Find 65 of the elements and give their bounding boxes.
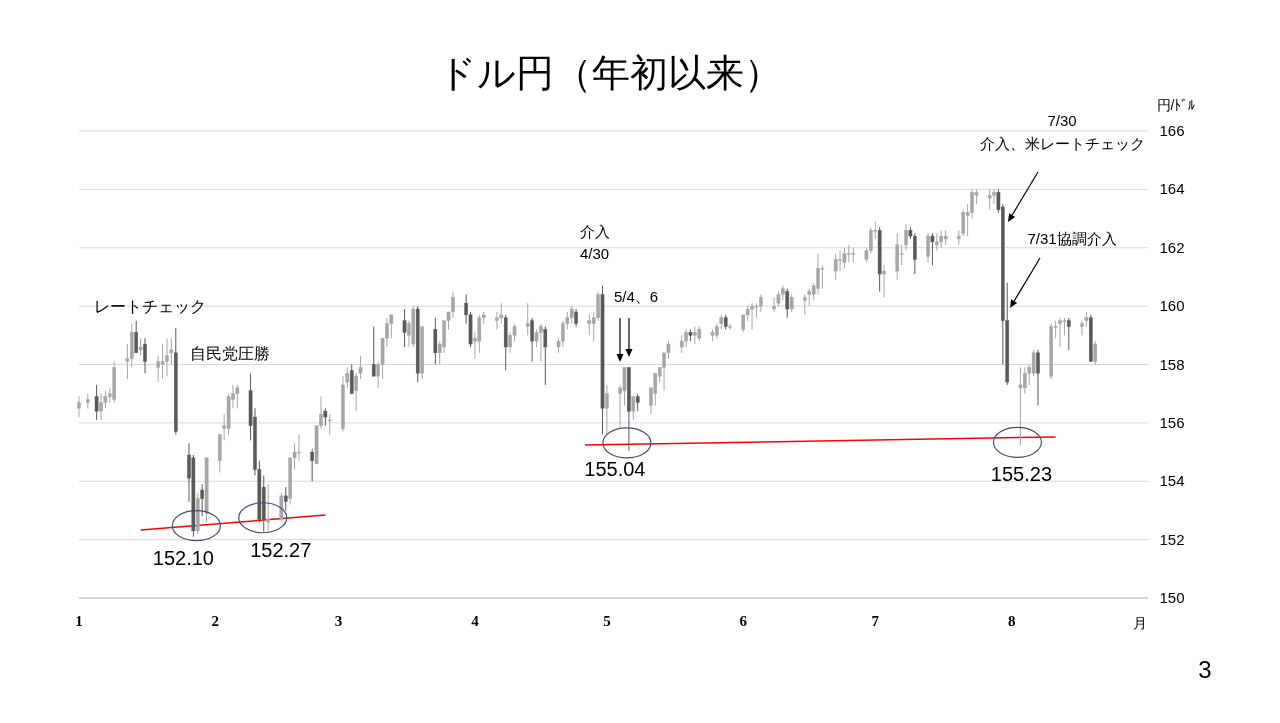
y-tick-label: 164 — [1159, 180, 1185, 198]
candlestick — [803, 293, 807, 316]
candlestick — [820, 264, 825, 290]
candlestick — [728, 323, 732, 330]
candlestick — [605, 384, 609, 436]
candlestick — [94, 384, 99, 421]
y-tick-label: 162 — [1159, 238, 1185, 256]
annotation: 介入 4/30 — [579, 222, 610, 262]
candlestick — [987, 188, 992, 211]
y-tick-label: 156 — [1159, 413, 1185, 431]
y-axis-title: 円/ﾄﾞﾙ — [1156, 97, 1196, 113]
x-tick-label: 2 — [211, 613, 220, 629]
candlestick — [961, 209, 966, 237]
candlestick — [143, 337, 147, 374]
x-tick-label: 6 — [739, 613, 748, 629]
candlestick — [283, 486, 288, 511]
candlestick — [930, 232, 935, 266]
candlestick — [631, 396, 636, 421]
candlestick — [310, 448, 314, 482]
candlestick — [587, 314, 592, 336]
text: 3 — [1198, 656, 1212, 683]
candlestick — [200, 483, 204, 517]
candlestick — [1067, 317, 1071, 351]
candlestick — [77, 396, 81, 418]
annotation: 7/31協調介入 — [1027, 230, 1117, 247]
candlestick — [235, 384, 240, 409]
annotation: 7/30 介入、米レートチェック — [979, 112, 1145, 152]
y-tick-label: 154 — [1159, 472, 1185, 490]
y-tick-label: 150 — [1159, 589, 1185, 606]
annotation: 5/4、6 — [613, 288, 659, 305]
candlestick — [904, 223, 908, 252]
x-axis-title: 月 — [1133, 615, 1147, 631]
candlestick — [134, 320, 138, 354]
candlestick — [882, 264, 886, 298]
x-tick-label: 5 — [603, 613, 611, 629]
x-tick-label: 3 — [334, 613, 343, 629]
candlestick — [833, 253, 838, 281]
chart-title: ドル円（年初以来） — [438, 52, 782, 94]
y-tick-label: 158 — [1159, 355, 1185, 373]
annotation: 155.04 — [584, 457, 646, 480]
annotation: レートチェック — [93, 298, 206, 316]
y-tick-label: 166 — [1159, 122, 1185, 139]
x-tick-label: 4 — [471, 613, 480, 629]
candlestick — [327, 413, 332, 436]
candlestick — [842, 247, 847, 269]
annotation: 自民党圧勝 — [189, 345, 270, 363]
candlestick — [1036, 349, 1040, 406]
x-tick-label: 1 — [75, 613, 83, 629]
candlestick — [530, 317, 534, 363]
annotation: 152.27 — [250, 538, 312, 561]
candlestick — [785, 288, 790, 319]
x-tick-label: 8 — [1007, 613, 1016, 629]
x-tick-label: 7 — [871, 613, 880, 629]
candlestick — [926, 232, 930, 263]
annotation: 152.10 — [152, 546, 214, 569]
candlestick — [499, 302, 504, 325]
candlestick — [266, 483, 270, 532]
candlestick — [279, 492, 284, 523]
y-tick-label: 152 — [1159, 530, 1185, 548]
annotation: 155.23 — [990, 463, 1053, 486]
y-tick-label: 160 — [1159, 297, 1185, 315]
candlestick — [1018, 366, 1023, 446]
candlestick — [1093, 340, 1098, 365]
candlestick — [543, 326, 548, 386]
candlestick — [1080, 320, 1084, 336]
